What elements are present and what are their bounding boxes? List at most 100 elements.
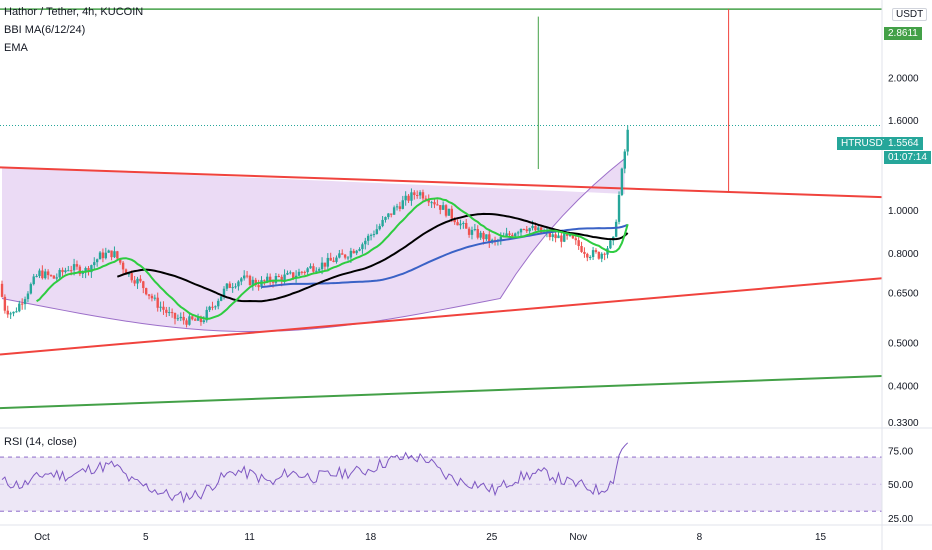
candle-body: [418, 192, 422, 196]
candle-body: [124, 269, 128, 275]
currency-label[interactable]: USDT: [892, 8, 928, 21]
candle-body: [29, 284, 33, 294]
candle-body: [427, 199, 430, 203]
candle-body: [583, 251, 586, 254]
candle-body: [603, 253, 606, 255]
candle-body: [297, 271, 301, 276]
time-tick-label: Oct: [34, 532, 50, 543]
candle-body: [67, 270, 70, 272]
indicator-ema-label[interactable]: EMA: [4, 42, 28, 54]
candle-body: [248, 275, 252, 286]
candle-body: [15, 311, 18, 313]
candle-body: [202, 320, 206, 323]
time-tick-label: 25: [486, 532, 498, 543]
candle-body: [485, 234, 488, 240]
candle-body: [6, 310, 9, 315]
candle-body: [188, 316, 191, 325]
candle-body: [217, 300, 220, 307]
candle-body: [341, 253, 344, 255]
candle-body: [113, 251, 116, 258]
candle-body: [38, 270, 41, 277]
ema-blue-line: [261, 223, 629, 288]
rsi-tick-label: 50.00: [888, 480, 913, 491]
candle-body: [23, 299, 27, 305]
candle-body: [372, 234, 376, 236]
rsi-line: [1, 442, 629, 504]
candle-body: [116, 251, 119, 259]
candle-body: [251, 279, 255, 286]
candle-body: [176, 318, 180, 320]
candle-body: [26, 293, 30, 300]
candle-body: [205, 309, 208, 321]
candle-body: [453, 218, 456, 223]
candle-body: [338, 253, 341, 258]
candle-body: [482, 232, 485, 240]
candle-body: [626, 129, 629, 152]
candle-body: [465, 222, 468, 229]
candle-body: [78, 266, 82, 275]
candle-body: [257, 285, 260, 288]
candle-body: [193, 319, 197, 321]
candle-body: [358, 249, 361, 251]
candle-body: [12, 311, 15, 314]
candle-body: [470, 229, 474, 235]
time-tick-label: 15: [815, 532, 827, 543]
candle-body: [528, 228, 531, 232]
candle-body: [107, 250, 110, 253]
candle-body: [459, 223, 462, 226]
candle-body: [280, 276, 283, 281]
candle-body: [315, 270, 318, 272]
bbi-ma-black-line: [117, 212, 629, 303]
candle-body: [136, 278, 139, 284]
price-tick-label: 2.0000: [888, 74, 919, 85]
candle-body: [277, 275, 280, 277]
candle-body: [266, 276, 269, 282]
candle-body: [317, 269, 321, 271]
candle-body: [228, 283, 231, 288]
candle-body: [144, 288, 148, 295]
candle-body: [214, 306, 217, 308]
candle-body: [381, 219, 384, 227]
candle-body: [191, 316, 194, 320]
rsi-label[interactable]: RSI (14, close): [4, 436, 77, 448]
candle-body: [44, 271, 47, 279]
candle-body: [41, 270, 44, 279]
candle-body: [436, 204, 439, 206]
candle-body: [173, 312, 177, 319]
candle-body: [352, 250, 355, 254]
candle-body: [557, 235, 560, 239]
resistance-trendline: [0, 166, 883, 199]
candle-body: [516, 232, 520, 234]
candle-body: [571, 234, 575, 239]
candle-body: [156, 297, 159, 308]
candle-body: [95, 259, 99, 263]
candle-body: [525, 229, 528, 232]
candle-body: [563, 233, 566, 242]
candle-body: [58, 269, 61, 278]
candle-body: [623, 151, 626, 169]
candle-body: [49, 275, 53, 277]
candle-body: [90, 265, 93, 273]
candle-body: [219, 296, 223, 301]
candle-body: [104, 252, 107, 259]
candle-body: [594, 250, 598, 252]
candle-body: [387, 213, 390, 218]
candle-body: [366, 235, 370, 241]
candle-body: [75, 264, 79, 267]
candle-body: [46, 271, 50, 276]
candle-body: [574, 238, 577, 241]
rsi-tick-label: 75.00: [888, 446, 913, 457]
candle-body: [511, 234, 514, 237]
candle-body: [577, 240, 580, 247]
candle-body: [55, 277, 58, 279]
candle-body: [162, 306, 165, 310]
indicator-bbi-label[interactable]: BBI MA(6/12/24): [4, 24, 86, 36]
rsi-pane[interactable]: [0, 442, 882, 512]
candle-body: [430, 202, 433, 204]
candle-body: [320, 262, 324, 270]
candle-body: [597, 251, 601, 259]
candle-body: [433, 202, 436, 205]
candle-body: [245, 275, 249, 277]
candle-body: [346, 257, 350, 259]
